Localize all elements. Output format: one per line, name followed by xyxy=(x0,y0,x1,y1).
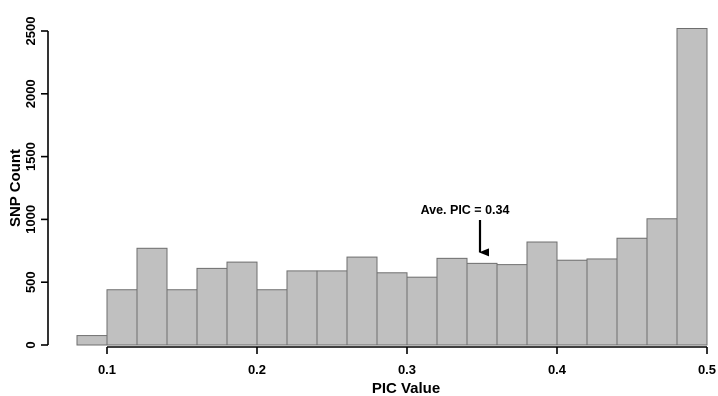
histogram-bar xyxy=(556,259,588,346)
histogram-bar xyxy=(76,335,108,346)
histogram-bar xyxy=(376,272,408,346)
histogram-bar xyxy=(166,289,198,346)
histogram-bar xyxy=(256,289,288,346)
histogram-bar xyxy=(586,258,618,346)
x-tick-label: 0.2 xyxy=(248,362,266,377)
annotation: Ave. PIC = 0.34 xyxy=(421,203,510,257)
x-tick-label: 0.3 xyxy=(398,362,416,377)
average-pic-label: Ave. PIC = 0.34 xyxy=(421,203,510,217)
histogram-bar xyxy=(526,241,558,346)
histogram-bar xyxy=(196,267,228,346)
y-tick-label: 2500 xyxy=(23,17,38,46)
x-tick-label: 0.5 xyxy=(698,362,716,377)
bars-group xyxy=(76,27,708,346)
histogram-bar xyxy=(106,289,138,346)
y-tick-label: 1000 xyxy=(23,205,38,234)
y-axis: 0 500 1000 1500 2000 2500 xyxy=(23,17,49,349)
histogram-bar xyxy=(406,276,438,346)
x-axis-title: PIC Value xyxy=(372,380,440,396)
y-tick-label: 500 xyxy=(23,271,38,293)
histogram-bar xyxy=(496,264,528,346)
x-tick-label: 0.4 xyxy=(548,362,567,377)
histogram-bar xyxy=(646,218,678,346)
x-axis: 0.1 0.2 0.3 0.4 0.5 xyxy=(98,346,716,377)
histogram-bar xyxy=(286,270,318,346)
y-axis-title: SNP Count xyxy=(7,149,24,227)
histogram-bar xyxy=(616,237,648,346)
histogram-bar xyxy=(316,270,348,346)
x-tick-label: 0.1 xyxy=(98,362,116,377)
histogram-bar xyxy=(346,256,378,346)
histogram-bar xyxy=(676,27,708,346)
histogram-bar xyxy=(226,261,258,346)
y-tick-label: 0 xyxy=(23,341,38,348)
histogram-bar xyxy=(466,262,498,346)
y-tick-label: 1500 xyxy=(23,142,38,171)
histogram-bar xyxy=(436,257,468,346)
y-tick-label: 2000 xyxy=(23,79,38,108)
histogram-bar xyxy=(136,247,168,346)
